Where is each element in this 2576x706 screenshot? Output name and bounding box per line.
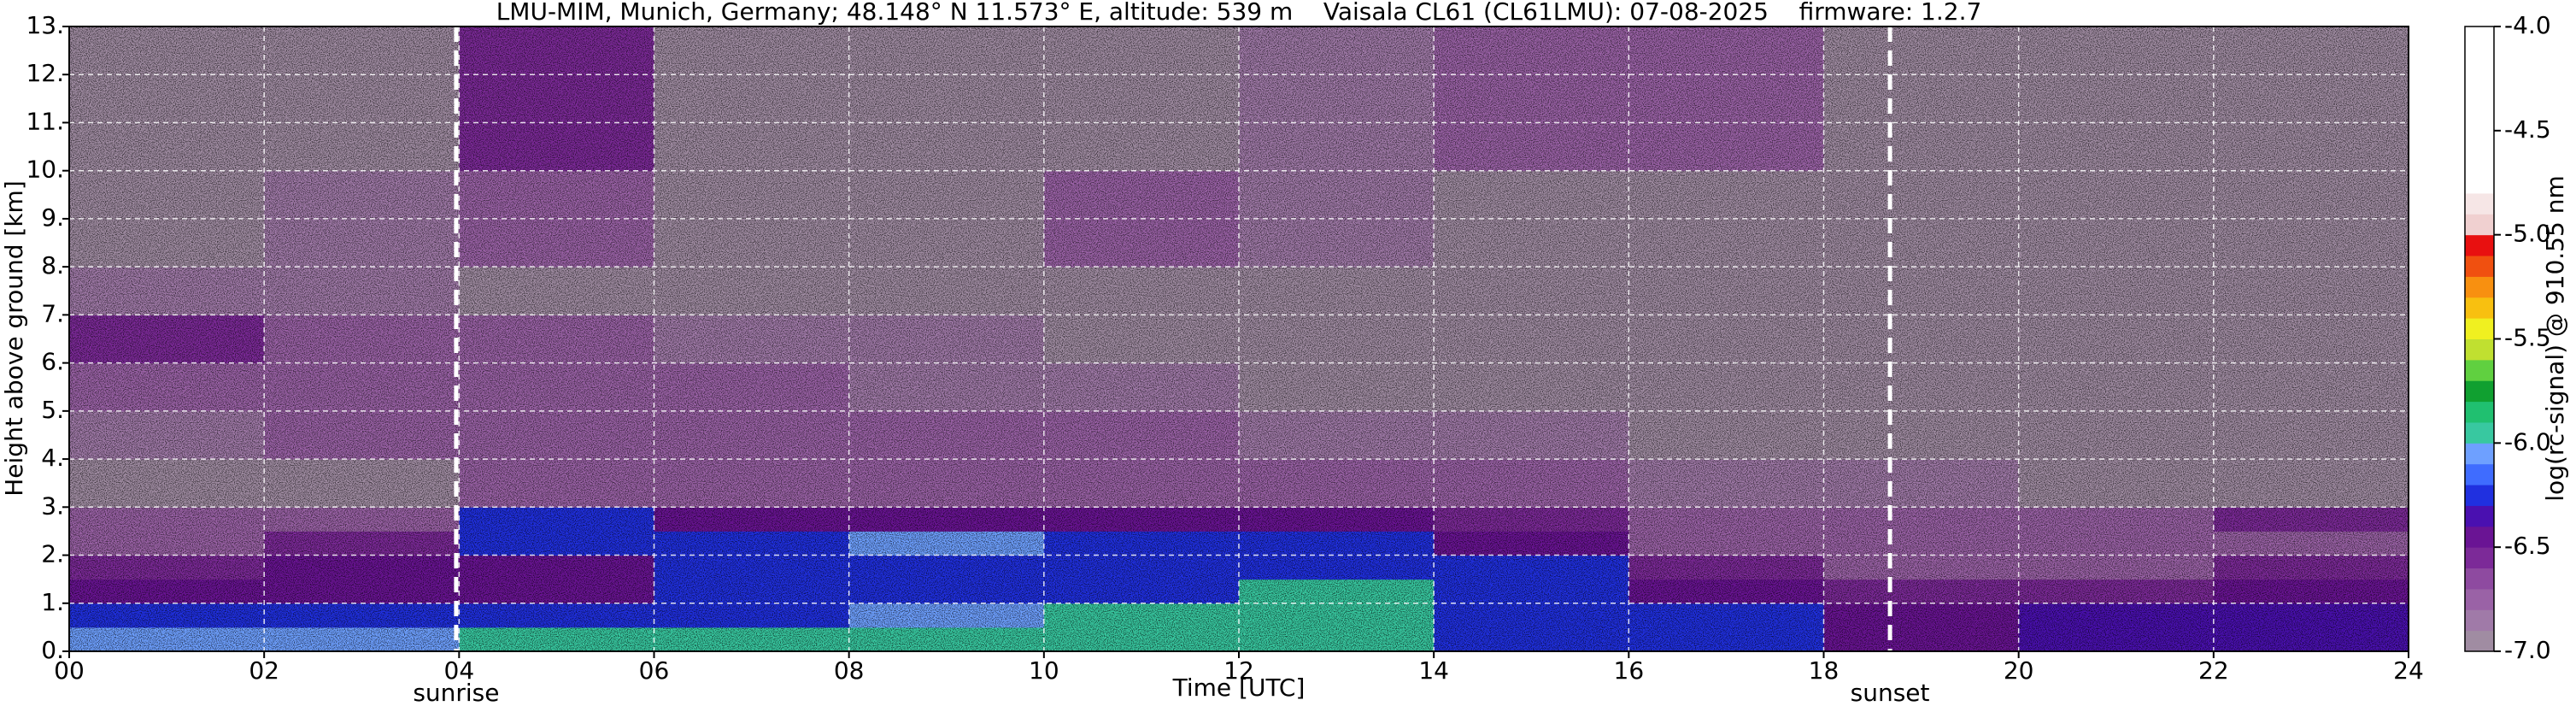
colorbar-tick-label: -4.0 xyxy=(2504,11,2551,39)
colorbar-swatch xyxy=(2465,172,2494,194)
event-label: sunset xyxy=(1851,679,1930,706)
colorbar-tick-label: -6.5 xyxy=(2504,532,2551,560)
y-axis-label: Height above ground [km] xyxy=(0,180,28,497)
x-axis-label: Time [UTC] xyxy=(1172,674,1306,702)
colorbar-swatch xyxy=(2465,297,2494,319)
colorbar-tick-label: -6.0 xyxy=(2504,427,2551,456)
colorbar-swatch xyxy=(2465,192,2494,215)
colorbar-swatch xyxy=(2465,109,2494,132)
chart-title: LMU-MIM, Munich, Germany; 48.148° N 11.5… xyxy=(496,0,1982,26)
x-tick-label: 16 xyxy=(1614,656,1645,685)
y-tick-label: 7. xyxy=(41,299,64,327)
y-tick-label: 6. xyxy=(41,348,64,376)
colorbar-swatch xyxy=(2465,485,2494,506)
colorbar-label: log(rc-signal) @ 910.55 nm xyxy=(2541,175,2569,501)
colorbar-tick-label: -7.0 xyxy=(2504,636,2551,664)
colorbar-swatch xyxy=(2465,47,2494,69)
colorbar-swatch xyxy=(2465,338,2494,361)
y-tick-label: 5. xyxy=(41,396,64,424)
x-tick-label: 10 xyxy=(1029,656,1059,685)
x-tick-label: 20 xyxy=(2004,656,2034,685)
y-tick-label: 11. xyxy=(26,107,64,135)
y-tick-label: 13. xyxy=(26,11,64,39)
y-tick-label: 3. xyxy=(41,491,64,520)
x-tick-label: 02 xyxy=(249,656,279,685)
x-tick-label: 12 xyxy=(1223,656,1254,685)
y-tick-label: 9. xyxy=(41,203,64,232)
x-tick-label: 14 xyxy=(1418,656,1449,685)
plot-frame xyxy=(68,26,2409,652)
colorbar-swatch xyxy=(2465,401,2494,423)
y-tick-label: 1. xyxy=(41,588,64,616)
colorbar-swatch xyxy=(2465,421,2494,444)
colorbar-swatch xyxy=(2465,547,2494,569)
y-tick-label: 4. xyxy=(41,444,64,472)
colorbar-swatch xyxy=(2465,505,2494,527)
colorbar-swatch xyxy=(2465,68,2494,90)
x-tick-label: 24 xyxy=(2393,656,2424,685)
colorbar-swatch xyxy=(2465,89,2494,110)
y-tick-label: 10. xyxy=(26,156,64,184)
colorbar-swatch xyxy=(2465,214,2494,236)
colorbar-swatch xyxy=(2465,359,2494,381)
x-tick-label: 22 xyxy=(2198,656,2229,685)
colorbar-swatch xyxy=(2465,588,2494,610)
y-tick-label: 2. xyxy=(41,540,64,568)
colorbar-swatch xyxy=(2465,443,2494,465)
colorbar-swatch xyxy=(2465,630,2494,652)
colorbar-swatch xyxy=(2465,463,2494,485)
colorbar-swatch xyxy=(2465,26,2494,48)
colorbar-swatch xyxy=(2465,526,2494,548)
colorbar-swatch xyxy=(2465,256,2494,277)
x-tick-label: 18 xyxy=(1809,656,1840,685)
colorbar-swatch xyxy=(2465,151,2494,174)
colorbar-swatch xyxy=(2465,318,2494,339)
y-tick-label: 8. xyxy=(41,251,64,279)
x-tick-label: 04 xyxy=(444,656,475,685)
colorbar-swatch xyxy=(2465,130,2494,152)
colorbar-swatch xyxy=(2465,276,2494,298)
y-tick-label: 0. xyxy=(41,636,64,664)
colorbar-tick-label: -5.5 xyxy=(2504,324,2551,352)
colorbar: -4.0 -4.5 -5.0 -5.5 -6.0 -6.5 -7.0 xyxy=(2464,11,2551,664)
colorbar-swatch xyxy=(2465,609,2494,632)
x-tick-label: 06 xyxy=(639,656,670,685)
y-tick-label: 12. xyxy=(26,59,64,87)
event-label: sunrise xyxy=(413,679,499,706)
colorbar-swatch xyxy=(2465,380,2494,403)
colorbar-tick-label: -4.5 xyxy=(2504,115,2551,144)
colorbar-tick-label: -5.0 xyxy=(2504,220,2551,248)
colorbar-swatch xyxy=(2465,568,2494,590)
x-tick-label: 08 xyxy=(834,656,865,685)
x-tick-label: 00 xyxy=(54,656,85,685)
colorbar-swatch xyxy=(2465,234,2494,256)
